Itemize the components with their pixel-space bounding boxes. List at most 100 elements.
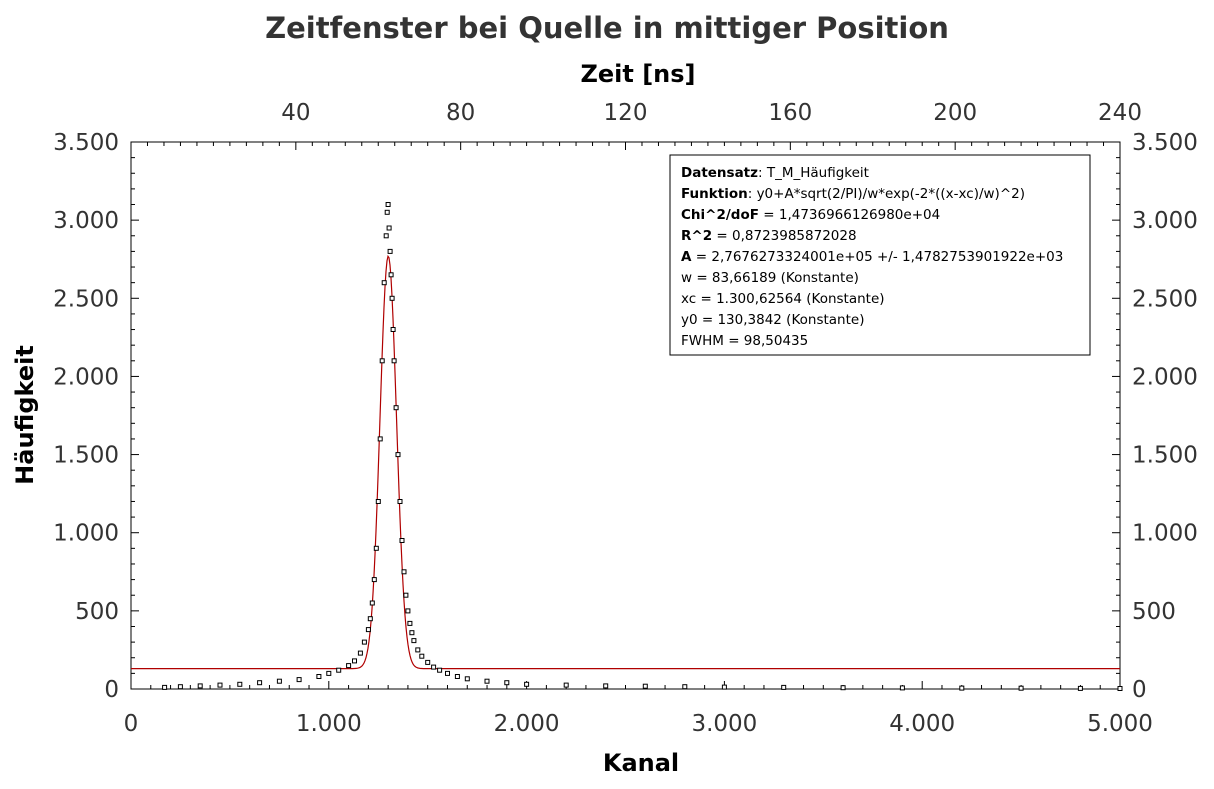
info-box-separator: :	[758, 165, 767, 181]
info-box-line: R^2 = 0,8723985872028	[681, 228, 857, 244]
info-box-key: Chi^2/doF	[681, 207, 759, 223]
x2-tick-label: 40	[281, 100, 310, 126]
data-point	[419, 653, 425, 659]
info-box-key: Funktion	[681, 186, 748, 202]
info-box-value: FWHM = 98,50435	[681, 333, 808, 349]
data-point	[177, 684, 183, 690]
info-box-line: Datensatz: T_M_Häufigkeit	[681, 165, 869, 181]
data-point	[257, 680, 263, 686]
data-point	[336, 667, 342, 673]
y2-tick-label: 3.000	[1132, 208, 1198, 234]
info-box-line: Funktion: y0+A*sqrt(2/PI)/w*exp(-2*((x-x…	[681, 186, 1025, 202]
info-box-separator: =	[712, 228, 732, 244]
info-box-line: xc = 1.300,62564 (Konstante)	[681, 291, 885, 307]
x-tick-label: 4.000	[889, 711, 955, 737]
data-point	[237, 681, 243, 687]
data-point	[393, 405, 399, 411]
data-point	[373, 545, 379, 551]
y-tick-label: 1.000	[53, 521, 119, 547]
info-box-value: y0+A*sqrt(2/PI)/w*exp(-2*((x-xc)/w)^2)	[757, 186, 1025, 202]
data-point	[384, 209, 390, 215]
plot-area: 0 1.000 2.000 3.000 4.000 5.000 40 80 120 160 200 2…	[53, 100, 1198, 737]
data-point	[397, 499, 403, 504]
data-point	[352, 658, 357, 664]
x-tick-label: 0	[124, 711, 139, 737]
y-tick-label: 0	[104, 677, 119, 703]
data-point	[375, 499, 381, 504]
x2-tick-label: 200	[933, 100, 977, 126]
x2-tick-label: 160	[768, 100, 812, 126]
info-box-separator: :	[748, 186, 757, 202]
info-box-key: R^2	[681, 228, 712, 244]
data-point	[411, 638, 417, 644]
info-box-line: Chi^2/doF = 1,4736966126980e+04	[681, 207, 940, 223]
info-box-value: xc = 1.300,62564 (Konstante)	[681, 291, 885, 307]
data-point	[361, 639, 367, 645]
data-point	[454, 674, 460, 679]
data-point	[217, 682, 223, 688]
info-box-key: Datensatz	[681, 165, 758, 181]
x2-tick-label: 240	[1098, 100, 1142, 126]
y2-tick-label: 2.000	[1132, 364, 1198, 390]
data-point	[407, 620, 413, 626]
data-point	[316, 674, 322, 679]
data-point	[383, 233, 389, 239]
x-tick-label: 1.000	[296, 711, 362, 737]
info-box-separator: =	[759, 207, 779, 223]
data-point	[1117, 686, 1123, 691]
data-point	[781, 684, 787, 690]
fit-curve	[131, 254, 1120, 670]
y2-tick-label: 3.500	[1132, 130, 1198, 156]
y-tick-label: 2.000	[53, 364, 119, 390]
data-point	[197, 683, 203, 689]
data-point	[425, 659, 431, 665]
data-point	[399, 538, 405, 543]
data-point	[1018, 685, 1024, 691]
data-point	[840, 685, 846, 691]
data-point	[401, 569, 407, 575]
info-box-value: 2,7676273324001e+05 +/- 1,4782753901922e…	[711, 249, 1063, 265]
data-point	[464, 676, 470, 682]
y2-tick-label: 500	[1132, 599, 1176, 625]
data-point	[326, 670, 332, 676]
info-box-value: y0 = 130,3842 (Konstante)	[681, 312, 864, 328]
data-point	[371, 577, 377, 583]
info-box-key: A	[681, 249, 692, 265]
data-point	[395, 452, 401, 458]
data-point	[484, 678, 490, 684]
data-point	[296, 677, 302, 683]
data-point	[162, 684, 168, 690]
y-tick-label: 2.500	[53, 286, 119, 312]
info-box-value: T_M_Häufigkeit	[766, 165, 869, 181]
info-box-line: FWHM = 98,50435	[681, 333, 808, 349]
x2-tick-label: 120	[604, 100, 648, 126]
data-point	[386, 225, 392, 231]
data-point	[389, 295, 395, 301]
data-point	[369, 600, 375, 606]
info-box	[669, 154, 1091, 356]
data-point	[409, 630, 415, 636]
data-point	[563, 682, 569, 688]
data-point	[379, 358, 385, 364]
data-point	[721, 684, 727, 690]
data-point	[405, 608, 411, 614]
info-box-separator: =	[691, 249, 711, 265]
data-point	[415, 647, 421, 653]
x-tick-label: 5.000	[1087, 711, 1153, 737]
y2-tick-label: 1.000	[1132, 521, 1198, 547]
y-tick-label: 3.000	[53, 208, 119, 234]
data-point	[385, 202, 391, 207]
info-box-line: y0 = 130,3842 (Konstante)	[681, 312, 864, 328]
y-tick-label: 3.500	[53, 130, 119, 156]
y2-tick-label: 2.500	[1132, 286, 1198, 312]
data-point	[365, 627, 371, 633]
data-point	[445, 670, 450, 676]
y2-tick-label: 0	[1132, 677, 1147, 703]
data-point	[1077, 685, 1083, 691]
chart-title: Zeitfenster bei Quelle in mittiger Posit…	[265, 11, 949, 45]
y2-tick-label: 1.500	[1132, 443, 1198, 469]
data-point	[603, 683, 609, 689]
y-tick-label: 500	[75, 599, 119, 625]
data-point	[524, 681, 530, 687]
data-point	[388, 272, 394, 278]
